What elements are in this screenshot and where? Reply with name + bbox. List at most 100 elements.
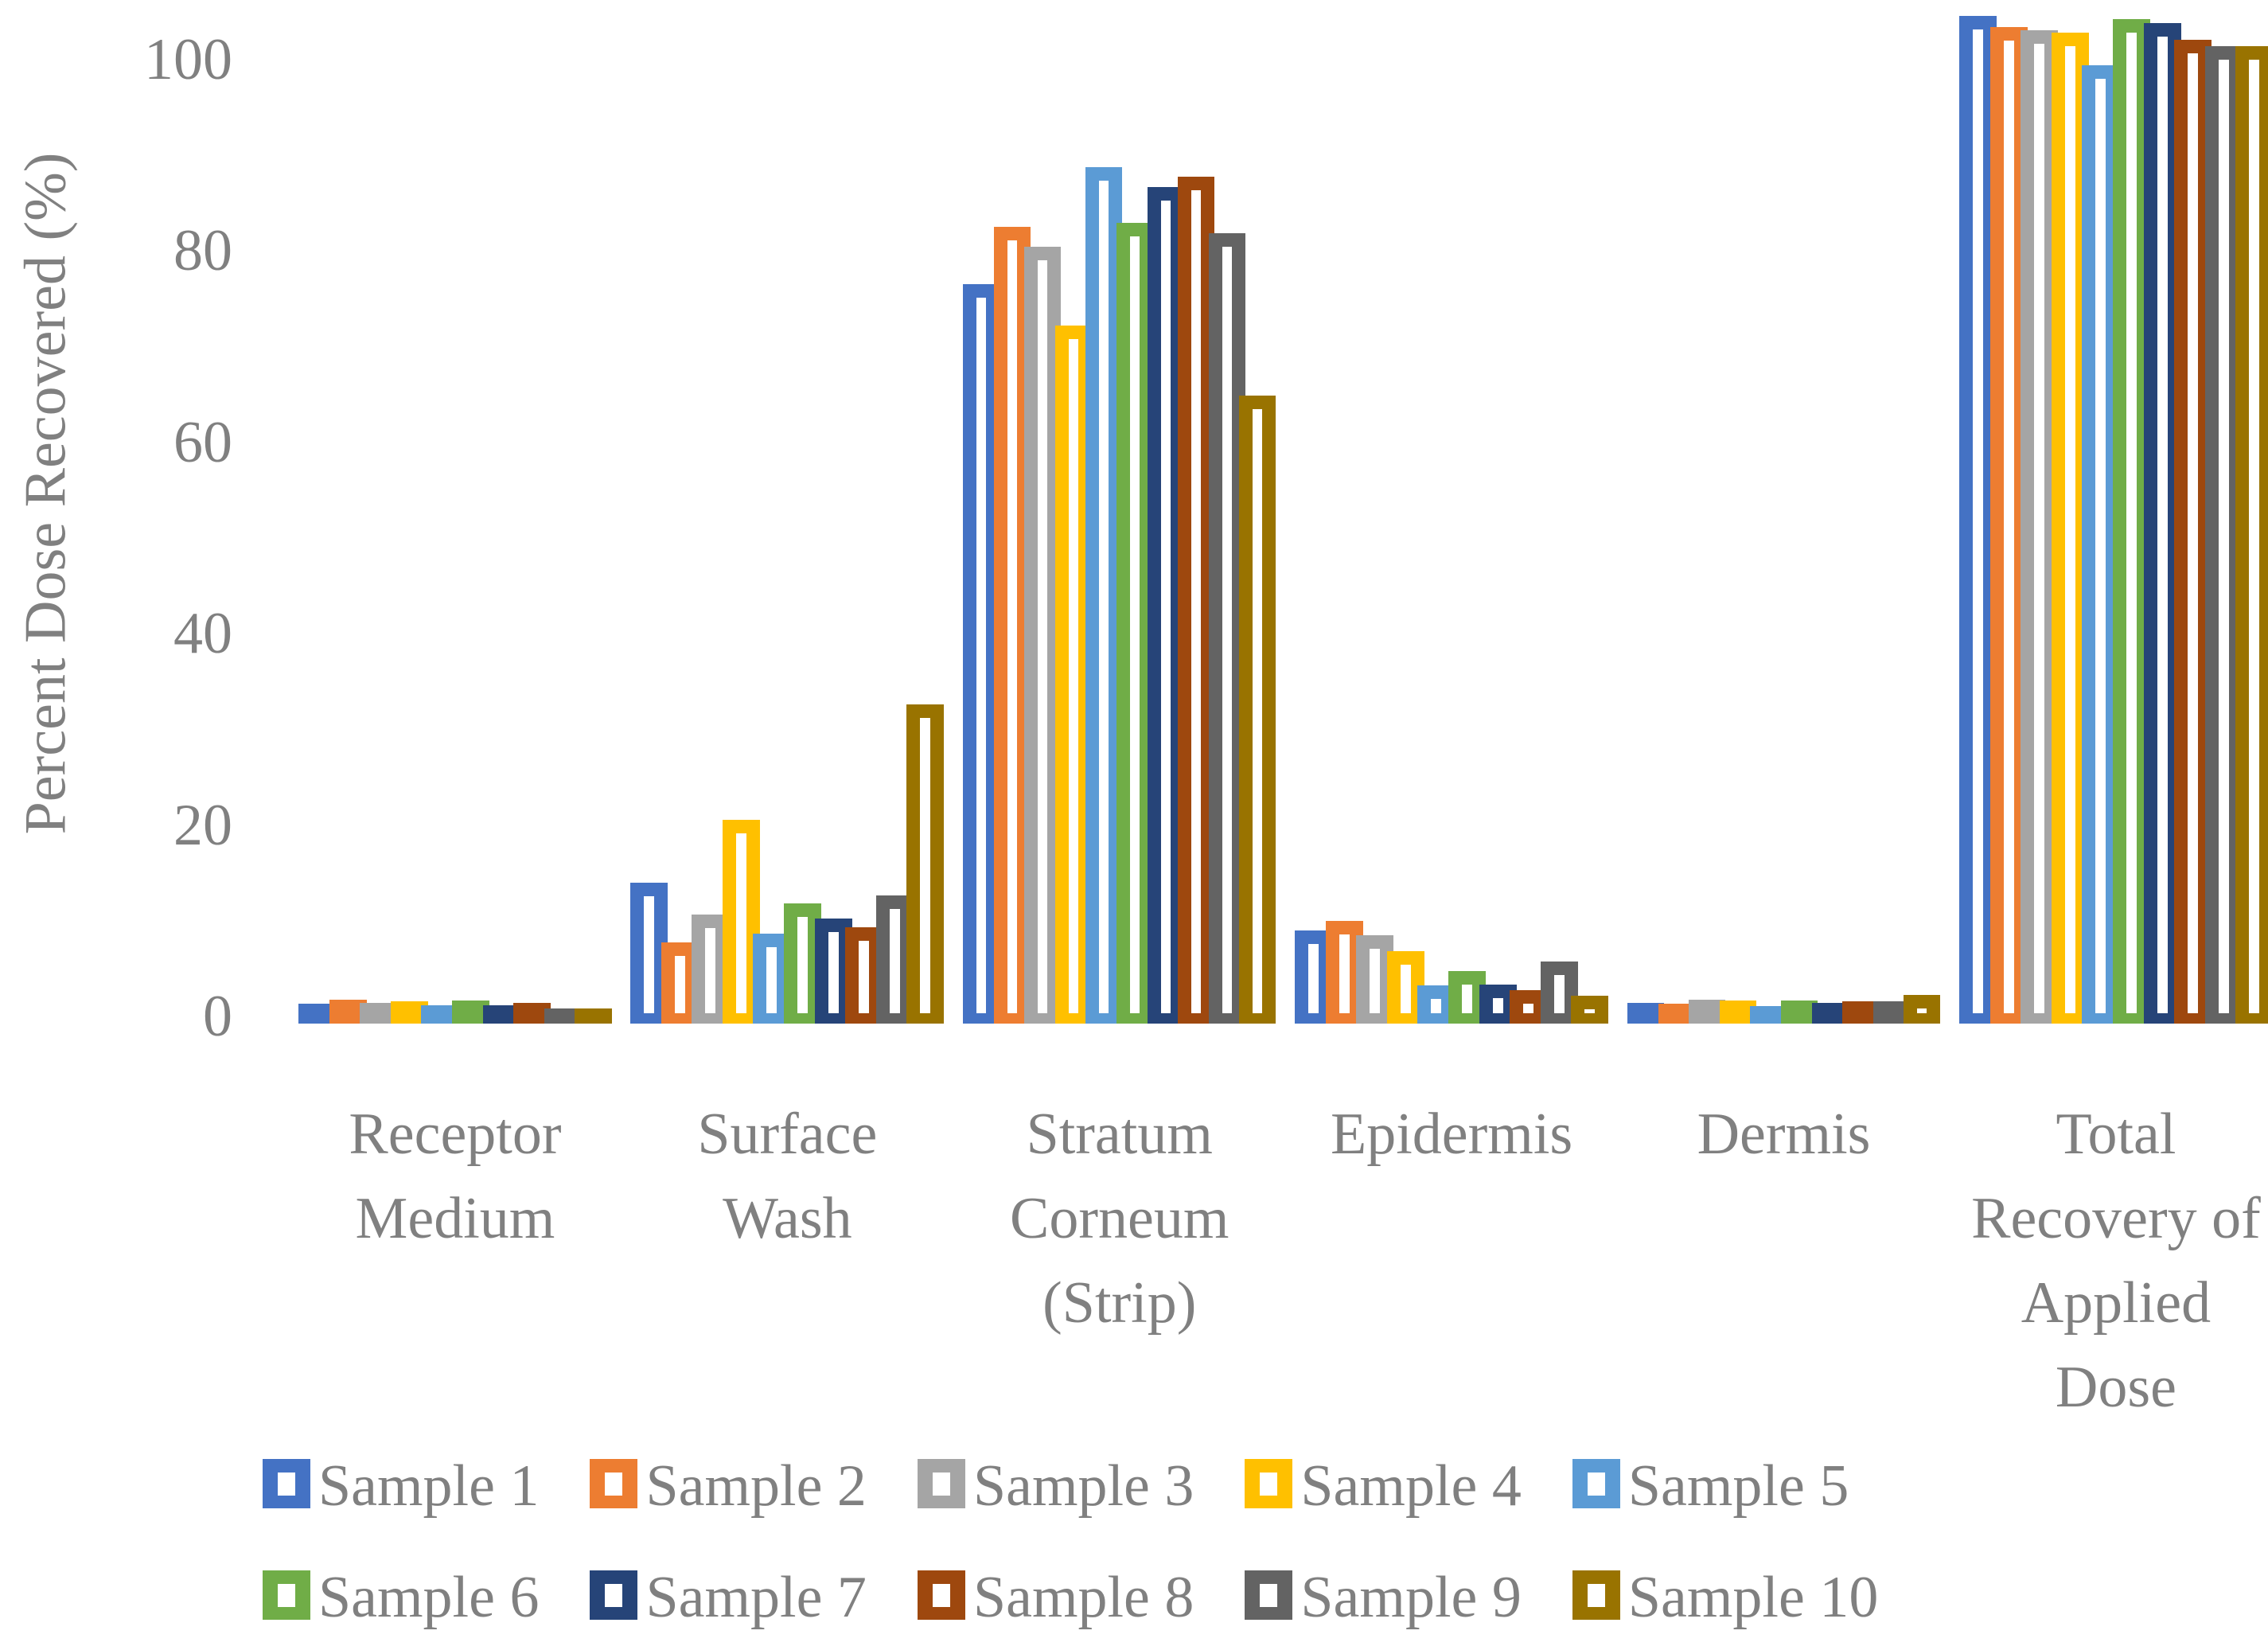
legend-item-sample-9: Sample 9: [1245, 1565, 1522, 1630]
bar-sample-1-receptor-medium: [298, 1004, 336, 1024]
bar-hollow-center: [2157, 37, 2168, 1013]
bar-hollow-center: [1584, 1009, 1595, 1013]
bar-hollow-center: [2034, 44, 2044, 1013]
bar-sample-1-total-recovery-of-applied-dose: [1959, 16, 1997, 1024]
bar-sample-1-surface-wash: [630, 883, 668, 1024]
bar-hollow-center: [976, 298, 987, 1013]
bar-sample-3-stratum-corneum-strip: [1023, 247, 1062, 1024]
bar-hollow-center: [1308, 944, 1319, 1013]
legend-swatch-sample-9: [1245, 1570, 1293, 1620]
legend-row-2: Sample 6 Sample 7 Sample 8 Sample 9 Sample 1…: [263, 1566, 1929, 1629]
legend-item-sample-2: Sample 2: [590, 1453, 867, 1519]
legend-swatch-sample-8: [917, 1570, 965, 1620]
legend-label-sample-9: Sample 9: [1300, 1565, 1522, 1630]
bar-hollow-center: [1916, 1008, 1927, 1013]
category-label-epidermis: Epidermis: [1265, 1092, 1639, 1176]
bar-sample-5-epidermis: [1417, 985, 1455, 1024]
bar-hollow-center: [2188, 53, 2198, 1013]
bar-sample-10-dermis: [1903, 995, 1941, 1024]
bar-sample-8-surface-wash: [845, 927, 883, 1024]
bar-sample-5-dermis: [1749, 1006, 1787, 1024]
bar-sample-8-total-recovery-of-applied-dose: [2174, 40, 2211, 1024]
bar-hollow-center: [2095, 79, 2106, 1013]
bar-sample-1-dermis: [1627, 1003, 1665, 1024]
category-label-line: Surface: [697, 1102, 878, 1167]
legend-label-sample-6: Sample 6: [318, 1565, 540, 1630]
category-label-line: Corneum: [1010, 1186, 1229, 1251]
bar-sample-10-surface-wash: [906, 704, 944, 1024]
legend-label-sample-10: Sample 10: [1627, 1565, 1879, 1630]
legend-swatch-hole: [932, 1584, 950, 1607]
legend-swatch-sample-5: [1572, 1459, 1620, 1508]
legend-swatch-sample-1: [263, 1459, 310, 1508]
bar-sample-6-epidermis: [1448, 971, 1486, 1024]
bar-sample-5-total-recovery-of-applied-dose: [2082, 65, 2119, 1024]
bar-hollow-center: [1431, 999, 1441, 1013]
legend-swatch-sample-7: [590, 1570, 638, 1620]
y-tick-label-80: 80: [173, 218, 232, 284]
legend-swatch-hole: [605, 1584, 623, 1607]
legend-swatch-hole: [932, 1473, 950, 1496]
legend-label-sample-7: Sample 7: [645, 1565, 867, 1630]
bar-sample-5-stratum-corneum-strip: [1085, 167, 1123, 1024]
bar-hollow-center: [1191, 190, 1202, 1013]
bar-sample-8-receptor-medium: [513, 1003, 551, 1024]
y-tick-label-60: 60: [173, 409, 232, 475]
bar-sample-3-total-recovery-of-applied-dose: [2021, 30, 2058, 1024]
bar-hollow-center: [1493, 998, 1503, 1013]
bar-hollow-center: [1160, 201, 1171, 1013]
bar-sample-10-total-recovery-of-applied-dose: [2235, 46, 2268, 1024]
bar-hollow-center: [2126, 33, 2137, 1013]
bar-group-dermis: [1627, 0, 1941, 1024]
bar-hollow-center: [2249, 60, 2259, 1013]
bar-group-epidermis: [1295, 0, 1608, 1024]
legend-item-sample-1: Sample 1: [263, 1454, 539, 1518]
bar-hollow-center: [1370, 949, 1380, 1013]
category-label-line: Dermis: [1697, 1102, 1871, 1167]
category-label-line: (Strip): [1042, 1270, 1197, 1336]
category-label-dermis: Dermis: [1597, 1092, 1971, 1176]
legend-swatch-sample-4: [1245, 1459, 1293, 1508]
plot-area: [298, 0, 2268, 1024]
legend-label-sample-2: Sample 2: [645, 1453, 867, 1519]
bar-hollow-center: [1222, 247, 1233, 1013]
category-label-surface-wash: Surface Wash: [600, 1092, 974, 1261]
legend-item-sample-6: Sample 6: [263, 1566, 539, 1629]
bar-group-surface-wash: [630, 0, 944, 1024]
bar-hollow-center: [2219, 60, 2229, 1013]
bar-sample-7-receptor-medium: [483, 1005, 520, 1024]
bar-hollow-center: [1007, 240, 1018, 1013]
bar-hollow-center: [1037, 260, 1048, 1013]
legend-item-sample-8: Sample 8: [917, 1566, 1194, 1629]
bar-sample-4-surface-wash: [723, 820, 760, 1024]
bar-hollow-center: [1523, 1004, 1533, 1013]
bar-hollow-center: [1462, 985, 1472, 1013]
y-tick-label-20: 20: [173, 792, 232, 858]
bar-hollow-center: [766, 947, 777, 1013]
bar-hollow-center: [736, 833, 746, 1013]
category-label-line: Receptor: [349, 1102, 562, 1167]
bar-sample-6-total-recovery-of-applied-dose: [2113, 19, 2150, 1024]
bar-hollow-center: [2004, 41, 2014, 1013]
legend-item-sample-3: Sample 3: [917, 1454, 1194, 1518]
category-label-line: Epidermis: [1331, 1102, 1573, 1167]
bar-sample-5-receptor-medium: [421, 1005, 458, 1024]
category-label-line: Stratum: [1026, 1102, 1213, 1167]
bar-sample-6-surface-wash: [784, 903, 821, 1024]
bar-hollow-center: [920, 718, 930, 1013]
bar-sample-6-receptor-medium: [452, 1001, 489, 1024]
category-label-receptor-medium: Receptor Medium: [268, 1092, 642, 1261]
legend-swatch-sample-10: [1572, 1570, 1620, 1620]
legend-item-sample-4: Sample 4: [1245, 1454, 1522, 1518]
y-tick-label-0: 0: [203, 984, 232, 1049]
y-tick-label-40: 40: [173, 601, 232, 667]
category-label-total-recovery-of-applied-dose: Total Recovery of Applied Dose: [1929, 1092, 2268, 1430]
bar-sample-8-stratum-corneum-strip: [1177, 177, 1215, 1024]
legend-item-sample-10: Sample 10: [1572, 1566, 1878, 1629]
category-label-line: Recovery of: [1971, 1186, 2261, 1251]
bar-hollow-center: [644, 896, 654, 1013]
legend-swatch-hole: [1587, 1584, 1605, 1607]
legend-item-sample-7: Sample 7: [590, 1565, 867, 1630]
bar-sample-1-stratum-corneum-strip: [962, 284, 1000, 1024]
